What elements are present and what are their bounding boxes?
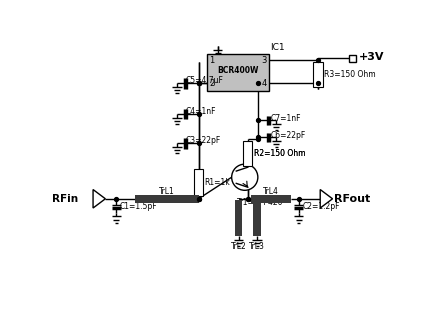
Text: +3V: +3V xyxy=(359,52,384,62)
Text: R2=150 Ohm: R2=150 Ohm xyxy=(254,149,305,158)
Polygon shape xyxy=(320,189,333,208)
Bar xyxy=(251,195,291,203)
Bar xyxy=(136,195,198,203)
Text: 3: 3 xyxy=(261,56,267,65)
Polygon shape xyxy=(93,189,106,208)
Bar xyxy=(313,62,323,87)
Text: TrL1: TrL1 xyxy=(159,188,175,197)
Text: R3=150 Ohm: R3=150 Ohm xyxy=(324,70,376,79)
Text: BCR400W: BCR400W xyxy=(217,66,259,75)
Text: RFout: RFout xyxy=(334,194,370,204)
Text: R2=150 Ohm: R2=150 Ohm xyxy=(254,149,305,158)
Bar xyxy=(235,200,242,236)
Text: 1: 1 xyxy=(209,56,214,65)
Text: C4=1nF: C4=1nF xyxy=(186,107,216,116)
Text: C5=4.7µF: C5=4.7µF xyxy=(186,76,224,85)
Bar xyxy=(207,54,269,91)
Text: TrL3: TrL3 xyxy=(249,242,265,251)
Text: C6=22pF: C6=22pF xyxy=(270,131,305,140)
Text: R1=1k: R1=1k xyxy=(205,178,231,187)
Text: C1=1.5pF: C1=1.5pF xyxy=(120,202,158,211)
Text: TrL2: TrL2 xyxy=(231,242,246,251)
Bar xyxy=(243,141,253,166)
Text: Tr1=BFP420: Tr1=BFP420 xyxy=(237,198,283,207)
Text: C2=1.2pF: C2=1.2pF xyxy=(303,202,340,211)
Text: IC1: IC1 xyxy=(270,43,285,52)
Text: C7=1nF: C7=1nF xyxy=(270,114,301,123)
Text: 2: 2 xyxy=(209,79,214,88)
Circle shape xyxy=(232,164,258,190)
Text: RFin: RFin xyxy=(51,194,78,204)
Bar xyxy=(253,200,261,236)
Text: TrL4: TrL4 xyxy=(263,188,279,197)
Bar xyxy=(349,55,356,62)
Text: C3=22pF: C3=22pF xyxy=(186,136,221,146)
Text: 4: 4 xyxy=(261,79,267,88)
Bar xyxy=(194,169,203,197)
